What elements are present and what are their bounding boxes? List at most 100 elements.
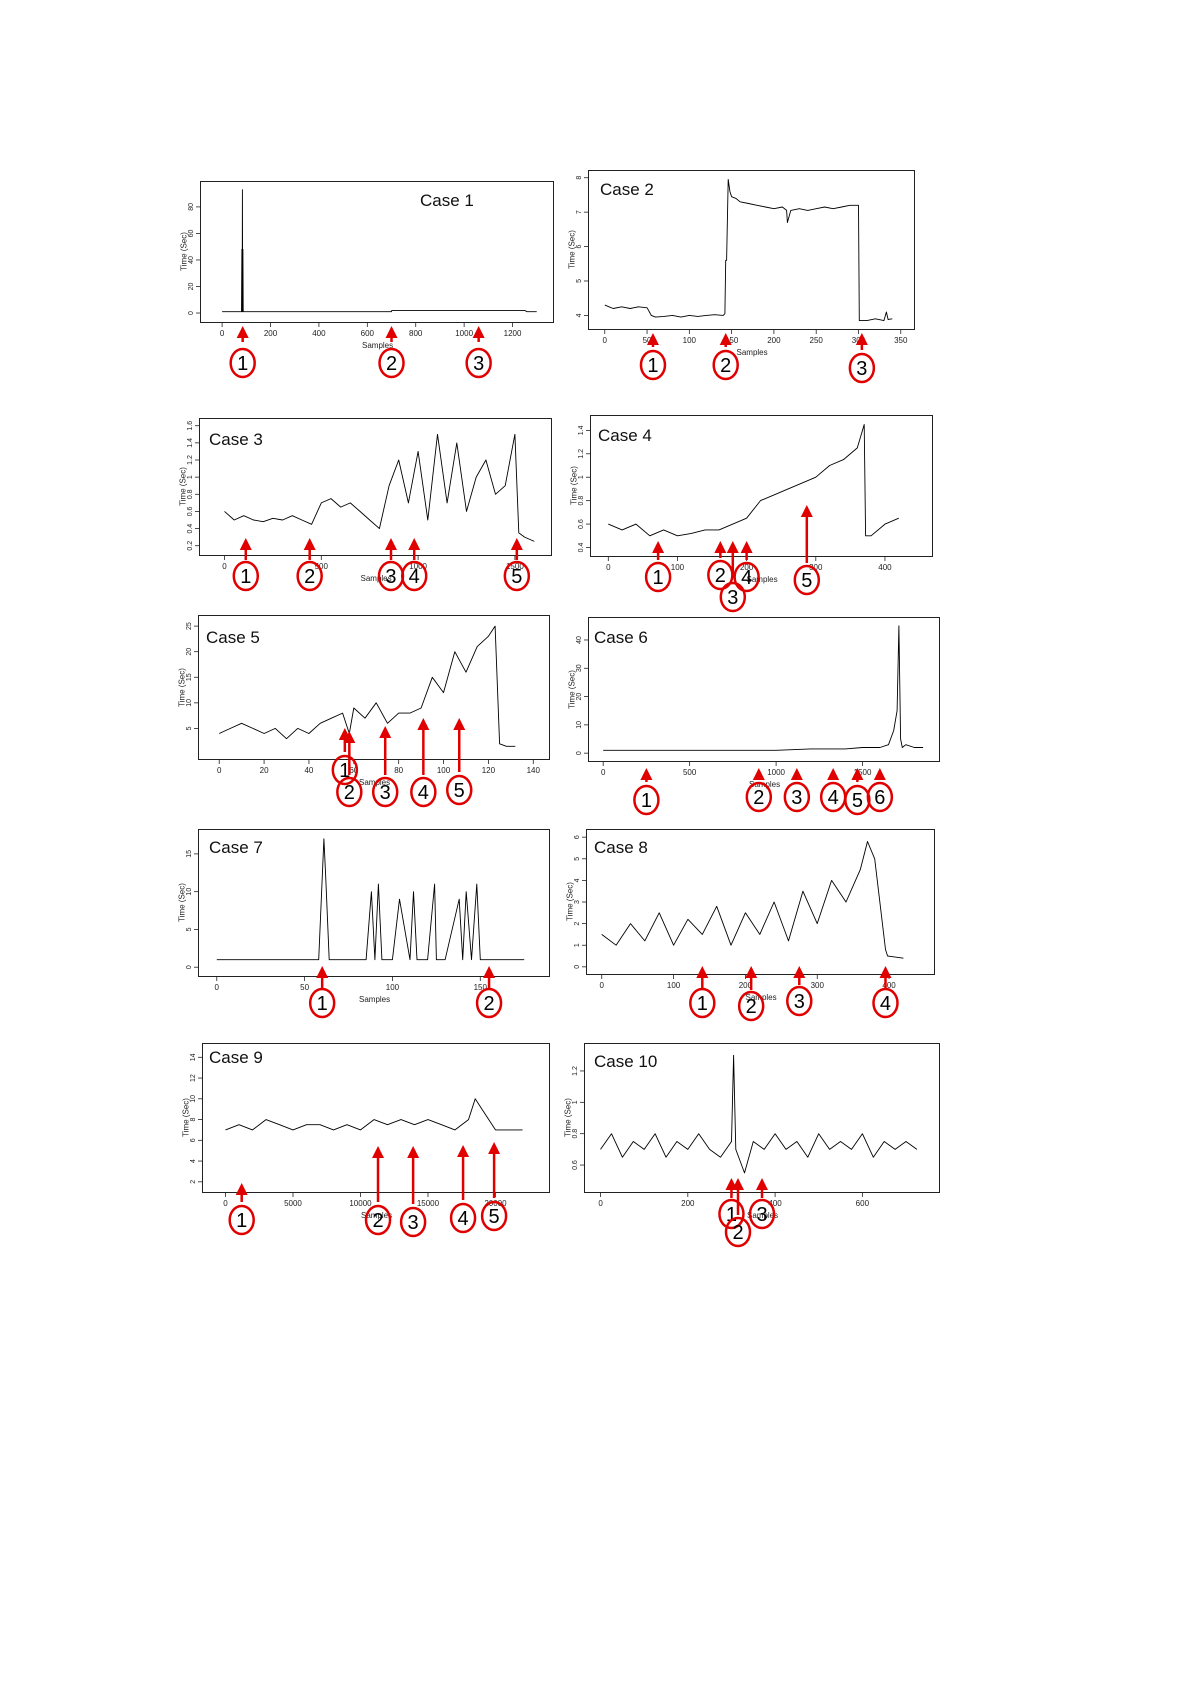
x-tick-label: 50 bbox=[300, 983, 309, 992]
arrow-head bbox=[407, 1146, 420, 1158]
marker-label: 1 bbox=[317, 993, 328, 1015]
x-tick-label: 400 bbox=[878, 563, 892, 572]
marker-circle bbox=[783, 781, 811, 813]
y-tick-label: 15 bbox=[186, 850, 193, 858]
arrow-head bbox=[793, 966, 806, 978]
series-line bbox=[224, 433, 535, 542]
y-tick-label: 8 bbox=[190, 1118, 197, 1122]
y-tick-label: 10 bbox=[186, 888, 193, 896]
arrow-head bbox=[696, 966, 709, 978]
series-line bbox=[601, 841, 904, 959]
marker-circle bbox=[228, 1204, 255, 1236]
y-tick-label: 0 bbox=[188, 311, 195, 315]
y-tick-label: 1.2 bbox=[578, 449, 585, 459]
plot-svg: 0 200 400 600 800 1000 1200 0 20 40 60 80 bbox=[188, 189, 537, 338]
x-tick-label: 20000 bbox=[484, 1199, 507, 1208]
marker-circle bbox=[848, 352, 876, 384]
x-tick-label: 400 bbox=[768, 1199, 782, 1208]
plot-frame bbox=[586, 829, 935, 975]
arrow-head bbox=[732, 1178, 744, 1190]
plot-frame bbox=[202, 1043, 550, 1193]
x-tick-label: 0 bbox=[223, 1199, 228, 1208]
series-line bbox=[222, 189, 537, 313]
x-tick-label: 1000 bbox=[767, 768, 785, 777]
arrow-head bbox=[719, 333, 732, 345]
y-tick-label: 3 bbox=[574, 900, 581, 904]
y-tick-label: 4 bbox=[576, 313, 583, 317]
plot-frame bbox=[584, 1043, 940, 1193]
event-marker: 2 bbox=[336, 731, 363, 808]
event-marker: 2 bbox=[745, 768, 773, 813]
plot-svg: 0 5000 10000 15000 20000 2 4 6 8 10 12 14 bbox=[190, 1053, 523, 1208]
y-tick-label: 20 bbox=[186, 648, 193, 656]
x-axis-label: Samples bbox=[360, 574, 392, 583]
event-marker: 3 bbox=[786, 966, 813, 1017]
y-tick-label: 4 bbox=[190, 1159, 197, 1163]
y-tick-label: 1.4 bbox=[187, 438, 194, 448]
marker-circle bbox=[872, 987, 899, 1019]
event-marker: 5 bbox=[503, 538, 531, 592]
series-line bbox=[216, 838, 525, 961]
marker-circle bbox=[308, 987, 336, 1019]
marker-circle bbox=[689, 987, 716, 1019]
marker-circle bbox=[737, 990, 765, 1022]
x-tick-label: 100 bbox=[437, 766, 451, 775]
marker-label: 1 bbox=[240, 566, 251, 588]
y-tick-label: 1 bbox=[187, 475, 194, 479]
x-tick-label: 200 bbox=[767, 336, 781, 345]
y-tick-label: 40 bbox=[576, 636, 583, 644]
y-tick-label: 2 bbox=[190, 1180, 197, 1184]
y-tick-label: 6 bbox=[576, 245, 583, 249]
y-tick-label: 60 bbox=[188, 229, 195, 237]
x-tick-label: 60 bbox=[349, 766, 358, 775]
y-tick-label: 20 bbox=[188, 282, 195, 290]
arrow-head bbox=[745, 966, 758, 978]
marker-label: 3 bbox=[727, 587, 738, 609]
arrow-head bbox=[652, 541, 665, 553]
x-tick-label: 150 bbox=[725, 336, 739, 345]
marker-label: 4 bbox=[828, 787, 839, 809]
x-tick-label: 0 bbox=[222, 562, 227, 571]
x-axis-label: Samples bbox=[736, 348, 768, 357]
arrow-head bbox=[714, 541, 727, 553]
marker-circle bbox=[733, 561, 760, 593]
x-tick-label: 50 bbox=[643, 336, 652, 345]
marker-circle bbox=[364, 1204, 392, 1236]
arrow-head bbox=[510, 538, 523, 550]
y-tick-label: 0 bbox=[576, 751, 583, 755]
y-tick-label: 7 bbox=[576, 210, 583, 214]
marker-label: 1 bbox=[641, 790, 652, 812]
x-tick-label: 0 bbox=[600, 981, 605, 990]
marker-label: 4 bbox=[409, 566, 420, 588]
marker-label: 3 bbox=[473, 353, 484, 375]
y-tick-label: 20 bbox=[576, 693, 583, 701]
event-marker: 2 bbox=[707, 541, 734, 591]
marker-circle bbox=[229, 347, 256, 379]
marker-label: 1 bbox=[237, 353, 248, 375]
x-tick-label: 300 bbox=[811, 981, 825, 990]
case-title: Case 8 bbox=[594, 838, 648, 857]
x-tick-label: 100 bbox=[671, 563, 685, 572]
series-line bbox=[219, 625, 516, 747]
plot-svg: 0 50 100 150 0 5 10 15 bbox=[186, 838, 525, 992]
arrow-head bbox=[372, 1146, 385, 1158]
case-title: Case 3 bbox=[209, 430, 263, 449]
x-tick-label: 250 bbox=[810, 336, 824, 345]
plot-svg: 0 200 400 600 0.6 0.8 1 1.2 bbox=[572, 1054, 918, 1208]
y-tick-label: 0.4 bbox=[578, 543, 585, 553]
event-marker: 2 bbox=[712, 333, 739, 381]
event-marker: 4 bbox=[400, 538, 428, 592]
marker-label: 5 bbox=[511, 566, 522, 588]
event-marker: 5 bbox=[480, 1142, 508, 1232]
x-tick-label: 1500 bbox=[854, 768, 872, 777]
event-marker: 2 bbox=[475, 966, 503, 1019]
event-marker: 1 bbox=[331, 728, 359, 786]
marker-circle bbox=[399, 1206, 427, 1238]
event-marker: 1 bbox=[644, 541, 672, 593]
y-tick-label: 1 bbox=[574, 943, 581, 947]
y-tick-label: 80 bbox=[188, 203, 195, 211]
arrow-head bbox=[879, 966, 892, 978]
marker-label: 1 bbox=[653, 567, 664, 589]
arrow-head bbox=[236, 326, 249, 338]
event-marker: 4 bbox=[819, 768, 847, 813]
